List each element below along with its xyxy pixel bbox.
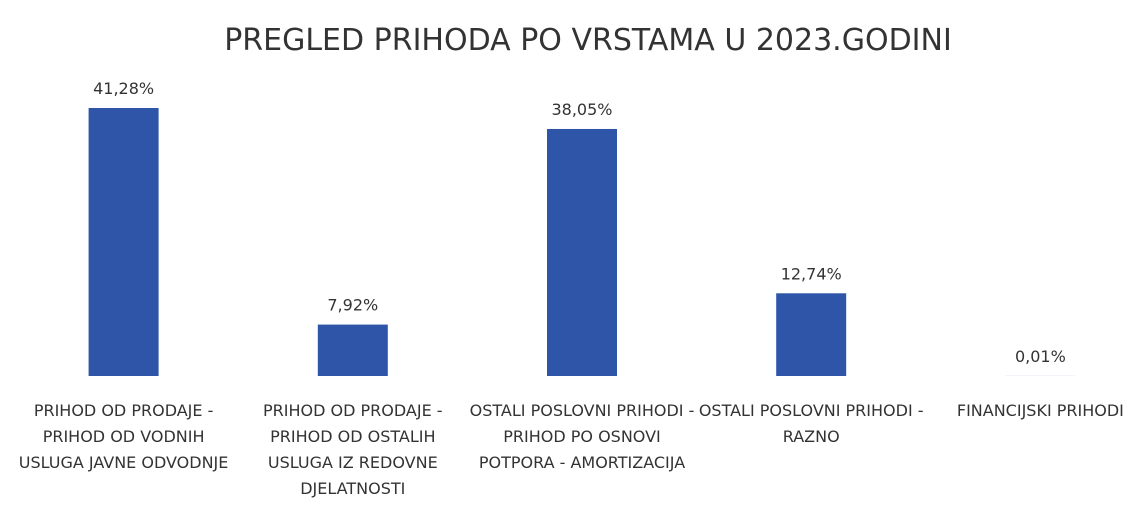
bar <box>317 324 388 376</box>
x-tick-label: PRIHOD OD PRODAJE - PRIHOD OD OSTALIH US… <box>263 401 443 498</box>
x-tick-label: OSTALI POSLOVNI PRIHODI - RAZNO <box>698 401 924 446</box>
data-label: 38,05% <box>551 100 612 119</box>
bar <box>88 108 159 376</box>
data-label: 12,74% <box>781 264 842 283</box>
x-tick-label: FINANCIJSKI PRIHODI <box>956 401 1124 420</box>
chart-title: PREGLED PRIHODA PO VRSTAMA U 2023.GODINI <box>224 23 952 58</box>
x-tick-label: PRIHOD OD PRODAJE - PRIHOD OD VODNIH USL… <box>18 401 229 472</box>
bar <box>547 128 617 376</box>
data-label: 0,01% <box>1015 347 1066 366</box>
x-tick-label: OSTALI POSLOVNI PRIHODI - PRIHOD PO OSNO… <box>469 401 695 472</box>
data-label: 7,92% <box>327 296 378 315</box>
data-label: 41,28% <box>93 79 154 98</box>
bar <box>776 293 847 376</box>
